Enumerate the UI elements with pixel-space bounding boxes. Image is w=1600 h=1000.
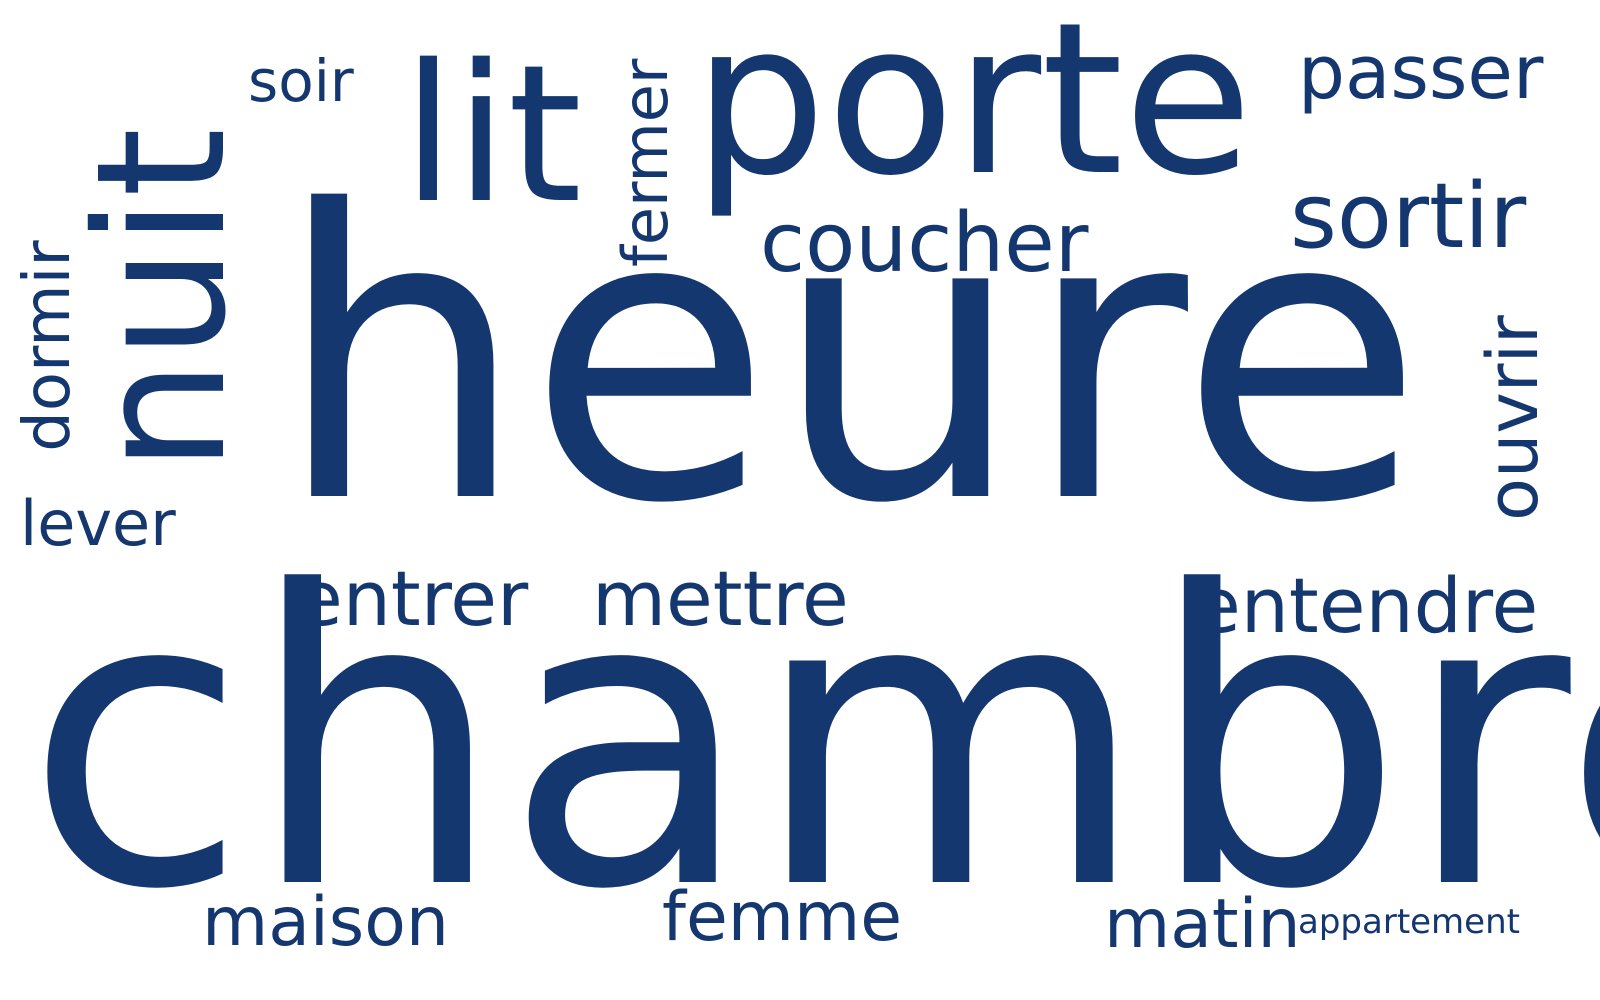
word-maison: maison — [202, 883, 449, 962]
word-passer: passer — [1298, 30, 1544, 116]
word-matin: matin — [1104, 885, 1301, 964]
word-lit: lit — [402, 24, 583, 245]
word-lever: lever — [20, 487, 176, 560]
word-coucher: coucher — [760, 196, 1089, 291]
word-nuit: nuit — [58, 127, 265, 473]
word-dormir: dormir — [11, 240, 85, 452]
word-entendre: entendre — [1194, 561, 1539, 650]
word-appartement: appartement — [1298, 902, 1520, 942]
word-fermer: fermer — [609, 58, 682, 267]
word-mettre: mettre — [592, 554, 849, 643]
word-heure: heure — [275, 127, 1425, 590]
word-ouvrir: ouvrir — [1472, 315, 1554, 521]
word-chambre: chambre — [25, 506, 1600, 978]
word-porte: porte — [693, 0, 1253, 222]
word-soir: soir — [248, 47, 354, 115]
word-femme: femme — [662, 878, 903, 957]
word-sortir: sortir — [1290, 164, 1527, 269]
word-entrer: entrer — [296, 554, 529, 643]
